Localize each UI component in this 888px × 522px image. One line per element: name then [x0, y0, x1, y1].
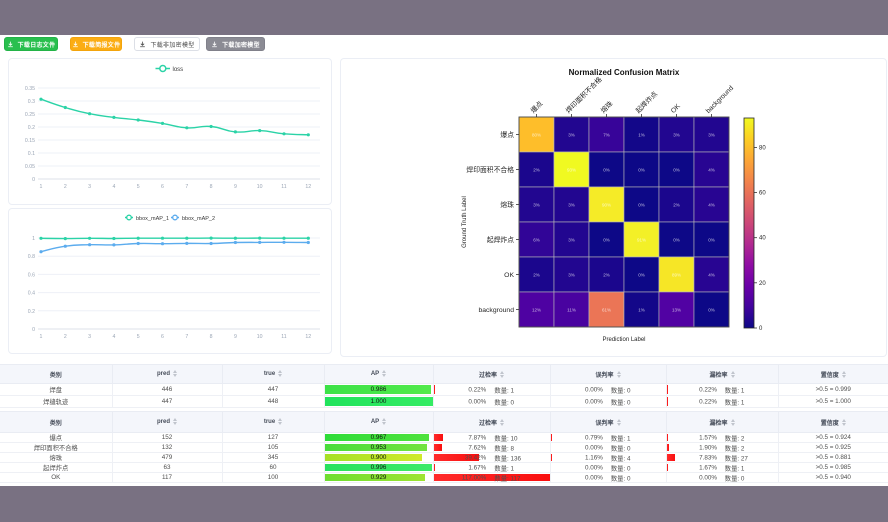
svg-text:0.25: 0.25: [25, 112, 35, 118]
svg-text:1: 1: [40, 184, 43, 190]
svg-text:60: 60: [759, 191, 766, 197]
svg-text:11: 11: [281, 184, 286, 190]
svg-text:0.6: 0.6: [28, 272, 35, 278]
svg-text:background: background: [478, 307, 514, 314]
svg-text:91%: 91%: [637, 238, 646, 243]
svg-text:1%: 1%: [638, 133, 645, 138]
svg-text:0%: 0%: [673, 238, 680, 243]
svg-text:9: 9: [234, 184, 237, 190]
svg-text:3%: 3%: [568, 273, 575, 278]
svg-text:0.2: 0.2: [28, 125, 35, 131]
svg-text:熔珠: 熔珠: [500, 200, 514, 209]
svg-text:0%: 0%: [603, 168, 610, 173]
svg-text:12: 12: [305, 334, 311, 340]
svg-text:0%: 0%: [603, 238, 610, 243]
svg-text:3%: 3%: [533, 203, 540, 208]
svg-text:爆点: 爆点: [529, 99, 545, 115]
svg-text:爆点: 爆点: [500, 130, 514, 139]
svg-text:0.3: 0.3: [28, 99, 35, 105]
svg-text:0.4: 0.4: [28, 291, 35, 297]
svg-text:7: 7: [185, 184, 188, 190]
svg-text:0%: 0%: [638, 273, 645, 278]
svg-text:3%: 3%: [568, 203, 575, 208]
svg-text:7: 7: [185, 334, 188, 340]
svg-text:1%: 1%: [638, 308, 645, 313]
svg-text:0.15: 0.15: [25, 138, 35, 144]
svg-text:10: 10: [257, 184, 263, 190]
svg-text:0.8: 0.8: [28, 254, 35, 260]
svg-text:89%: 89%: [672, 273, 681, 278]
svg-text:90%: 90%: [602, 203, 611, 208]
svg-text:0.05: 0.05: [25, 164, 35, 170]
svg-text:OK: OK: [504, 272, 514, 279]
svg-text:2%: 2%: [673, 203, 680, 208]
svg-text:0%: 0%: [708, 238, 715, 243]
svg-text:OK: OK: [670, 103, 682, 115]
svg-text:0%: 0%: [638, 203, 645, 208]
svg-text:0%: 0%: [673, 168, 680, 173]
svg-text:2: 2: [64, 334, 67, 340]
svg-text:起焊炸点: 起焊炸点: [634, 89, 660, 115]
svg-text:1: 1: [32, 236, 35, 242]
svg-text:3%: 3%: [673, 133, 680, 138]
svg-text:2%: 2%: [533, 168, 540, 173]
svg-text:Normalized Confusion Matrix: Normalized Confusion Matrix: [569, 68, 680, 77]
svg-text:5: 5: [137, 184, 140, 190]
svg-text:熔珠: 熔珠: [599, 99, 615, 115]
svg-text:0%: 0%: [708, 308, 715, 313]
svg-text:3: 3: [88, 184, 91, 190]
svg-text:3: 3: [88, 334, 91, 340]
svg-text:4: 4: [112, 334, 115, 340]
svg-text:焊印面积不合格: 焊印面积不合格: [466, 165, 514, 174]
svg-text:20: 20: [759, 281, 766, 287]
svg-text:起焊炸点: 起焊炸点: [487, 235, 514, 244]
svg-text:8: 8: [210, 184, 213, 190]
svg-text:11%: 11%: [567, 308, 576, 313]
svg-text:10: 10: [257, 334, 263, 340]
svg-text:40: 40: [759, 236, 766, 242]
svg-text:6: 6: [161, 334, 164, 340]
svg-text:0: 0: [32, 327, 35, 333]
svg-text:4%: 4%: [708, 203, 715, 208]
svg-text:80%: 80%: [532, 133, 541, 138]
svg-text:3%: 3%: [708, 133, 715, 138]
svg-text:0: 0: [759, 326, 763, 332]
svg-text:2: 2: [64, 184, 67, 190]
svg-text:3%: 3%: [568, 133, 575, 138]
svg-text:4%: 4%: [708, 168, 715, 173]
svg-text:2%: 2%: [603, 273, 610, 278]
svg-text:Ground Truth Label: Ground Truth Label: [462, 196, 468, 248]
svg-text:bbox_mAP_1: bbox_mAP_1: [136, 216, 169, 222]
svg-text:0.2: 0.2: [28, 309, 35, 315]
svg-text:焊印面积不合格: 焊印面积不合格: [564, 75, 604, 115]
svg-text:0.35: 0.35: [25, 86, 35, 92]
svg-text:bbox_mAP_2: bbox_mAP_2: [182, 216, 215, 222]
svg-text:11: 11: [281, 334, 286, 340]
svg-text:loss: loss: [173, 67, 184, 73]
svg-text:1: 1: [40, 334, 43, 340]
svg-text:0%: 0%: [638, 168, 645, 173]
svg-text:9: 9: [234, 334, 237, 340]
svg-text:4: 4: [112, 184, 115, 190]
svg-text:12: 12: [305, 184, 311, 190]
svg-text:12%: 12%: [532, 308, 541, 313]
svg-text:7%: 7%: [603, 133, 610, 138]
svg-text:background: background: [705, 85, 735, 115]
svg-text:8: 8: [210, 334, 213, 340]
svg-text:5: 5: [137, 334, 140, 340]
svg-text:13%: 13%: [672, 308, 681, 313]
svg-text:3%: 3%: [568, 238, 575, 243]
svg-text:0: 0: [32, 177, 35, 183]
svg-text:4%: 4%: [708, 273, 715, 278]
svg-text:80: 80: [759, 145, 766, 151]
svg-text:93%: 93%: [567, 168, 576, 173]
svg-text:6%: 6%: [533, 238, 540, 243]
svg-text:0.1: 0.1: [28, 151, 35, 157]
svg-text:2%: 2%: [533, 273, 540, 278]
svg-text:61%: 61%: [602, 308, 611, 313]
svg-text:6: 6: [161, 184, 164, 190]
svg-text:Prediction Label: Prediction Label: [602, 337, 645, 343]
